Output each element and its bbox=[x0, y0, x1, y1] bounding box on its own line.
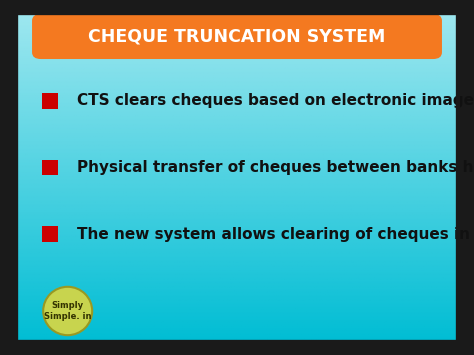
FancyBboxPatch shape bbox=[42, 93, 58, 109]
Text: The new system allows clearing of cheques in 1 day on an average.: The new system allows clearing of cheque… bbox=[77, 227, 474, 242]
Text: Physical transfer of cheques between banks has ended.: Physical transfer of cheques between ban… bbox=[77, 160, 474, 175]
Text: CHEQUE TRUNCATION SYSTEM: CHEQUE TRUNCATION SYSTEM bbox=[88, 28, 386, 46]
Text: Simply
Simple. in: Simply Simple. in bbox=[44, 301, 91, 321]
FancyBboxPatch shape bbox=[42, 226, 58, 242]
Ellipse shape bbox=[43, 287, 92, 335]
FancyBboxPatch shape bbox=[32, 14, 442, 59]
FancyBboxPatch shape bbox=[42, 160, 58, 175]
Text: CTS clears cheques based on electronic images.: CTS clears cheques based on electronic i… bbox=[77, 93, 474, 108]
